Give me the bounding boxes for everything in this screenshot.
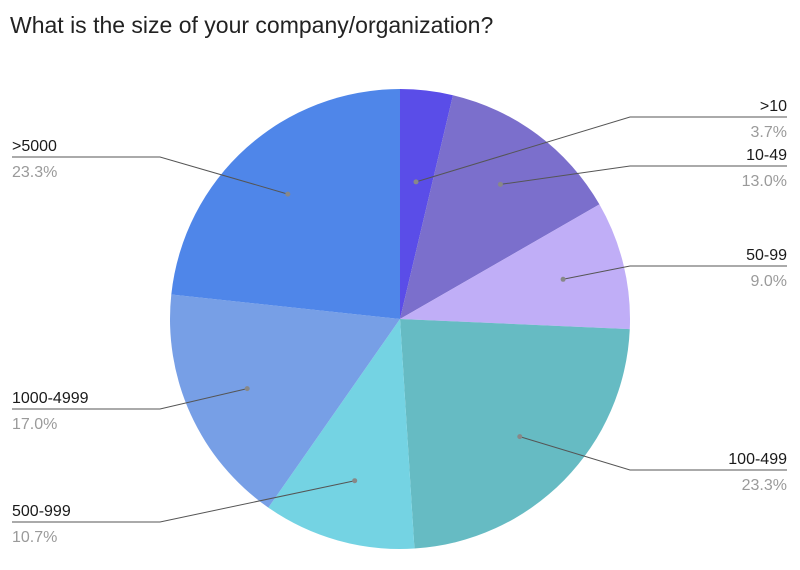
pie-slice-50-99 (400, 204, 631, 330)
pie-slices (169, 88, 631, 550)
slice-label-100-499: 100-499 (728, 451, 787, 468)
leader-line-10-49 (500, 165, 787, 185)
slice-label-500-999: 500-999 (12, 503, 71, 520)
pie-slice-10-49 (400, 95, 600, 319)
slice-value-gt-10: 3.7% (751, 124, 787, 141)
slice-value-100-499: 23.3% (742, 477, 787, 494)
leader-line-gt-10 (415, 116, 787, 183)
slice-value-500-999: 10.7% (12, 529, 57, 546)
slice-label-1000-4999: 1000-4999 (12, 390, 89, 407)
slice-value-50-99: 9.0% (751, 273, 787, 290)
leader-dot-gt-5000 (285, 191, 291, 197)
leader-dot-500-999 (352, 478, 358, 484)
pie-slice-100-499 (400, 319, 630, 549)
slice-label-10-49: 10-49 (746, 147, 787, 164)
leader-line-1000-4999 (12, 388, 248, 410)
leader-dot-10-49 (497, 181, 503, 187)
slice-value-1000-4999: 17.0% (12, 416, 57, 433)
chart-title: What is the size of your company/organiz… (10, 12, 494, 38)
leader-dot-1000-4999 (244, 386, 250, 392)
slice-label-gt-5000: >5000 (12, 138, 57, 155)
pie-slice-gt-5000 (171, 88, 400, 319)
leader-line-100-499 (519, 436, 787, 471)
leader-dot-50-99 (560, 276, 566, 282)
leader-line-50-99 (563, 265, 787, 280)
pie-slice-1000-4999 (169, 294, 400, 508)
leader-line-gt-5000 (12, 156, 288, 195)
leader-line-500-999 (12, 480, 355, 523)
leader-dot-100-499 (517, 434, 523, 440)
pie-slice-gt-10 (400, 89, 453, 319)
slice-labels: >10 3.7% 10-49 13.0% 50-99 9.0% 100-499 23.3% 50… (12, 98, 787, 546)
slice-value-10-49: 13.0% (742, 173, 787, 190)
slice-label-50-99: 50-99 (746, 247, 787, 264)
slice-value-gt-5000: 23.3% (12, 164, 57, 181)
leader-dot-gt-10 (413, 179, 419, 185)
slice-label-gt-10: >10 (760, 98, 787, 115)
leader-lines (12, 116, 787, 523)
